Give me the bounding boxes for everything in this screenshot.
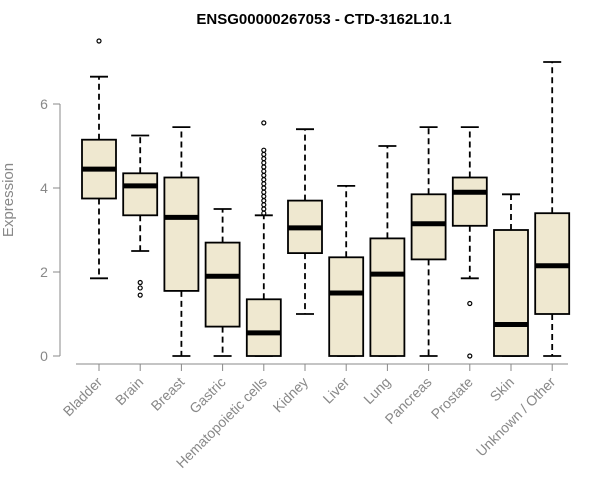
outlier-point bbox=[261, 202, 267, 208]
box-group bbox=[245, 120, 282, 357]
outlier-point bbox=[261, 185, 267, 191]
boxes bbox=[81, 38, 571, 359]
outlier-point bbox=[467, 300, 473, 307]
outlier-point bbox=[96, 38, 102, 44]
iqr-box bbox=[369, 237, 406, 357]
outlier-point bbox=[261, 156, 267, 162]
x-tick-label: Bladder bbox=[60, 374, 106, 420]
x-tick-label: Skin bbox=[487, 374, 518, 405]
iqr-box bbox=[163, 176, 200, 292]
iqr-box bbox=[245, 298, 282, 357]
x-tick-label: Lung bbox=[360, 374, 393, 407]
y-tick-label: 4 bbox=[40, 180, 48, 196]
x-tick-label: Brain bbox=[112, 374, 146, 408]
y-tick-label: 0 bbox=[40, 348, 48, 364]
outlier-point bbox=[261, 120, 267, 126]
outlier-point bbox=[261, 177, 267, 183]
box-group bbox=[493, 193, 529, 357]
box-group bbox=[204, 208, 241, 357]
box-group bbox=[369, 145, 406, 357]
outlier-point bbox=[137, 285, 143, 291]
outlier-point bbox=[261, 181, 267, 187]
x-tick-label: Liver bbox=[320, 374, 353, 407]
x-tick-label: Prostate bbox=[428, 374, 476, 422]
y-tick-label: 6 bbox=[40, 96, 48, 112]
outlier-point bbox=[137, 292, 143, 298]
outlier-point bbox=[137, 279, 143, 286]
box-group bbox=[163, 126, 200, 357]
outlier-point bbox=[261, 193, 267, 199]
chart-title: ENSG00000267053 - CTD-3162L10.1 bbox=[196, 11, 451, 28]
box-group bbox=[328, 184, 365, 357]
box-group bbox=[81, 38, 117, 280]
outlier-point bbox=[261, 198, 267, 204]
iqr-box bbox=[122, 172, 159, 217]
y-ticks: 0 2 4 6 bbox=[40, 96, 60, 364]
outlier-point bbox=[261, 172, 267, 178]
outlier-point bbox=[261, 164, 267, 170]
box-group bbox=[122, 134, 159, 298]
box-group bbox=[287, 128, 323, 315]
outlier-point bbox=[261, 189, 267, 195]
outlier-point bbox=[261, 151, 267, 157]
box-group bbox=[534, 61, 571, 357]
x-tick-label: Kidney bbox=[270, 374, 312, 416]
iqr-box bbox=[410, 193, 447, 261]
iqr-box bbox=[493, 229, 529, 357]
iqr-box bbox=[204, 241, 241, 328]
outlier-point bbox=[467, 353, 473, 359]
outlier-point bbox=[261, 206, 267, 212]
iqr-box bbox=[451, 176, 488, 227]
box-group bbox=[451, 126, 488, 359]
x-tick-label: Breast bbox=[148, 374, 188, 414]
outlier-point bbox=[261, 168, 267, 174]
box-group bbox=[410, 126, 447, 357]
y-tick-label: 2 bbox=[40, 264, 48, 280]
y-axis-label: Expression bbox=[0, 163, 17, 237]
outlier-point bbox=[261, 147, 267, 153]
iqr-box bbox=[328, 256, 365, 357]
outlier-point bbox=[261, 160, 267, 166]
